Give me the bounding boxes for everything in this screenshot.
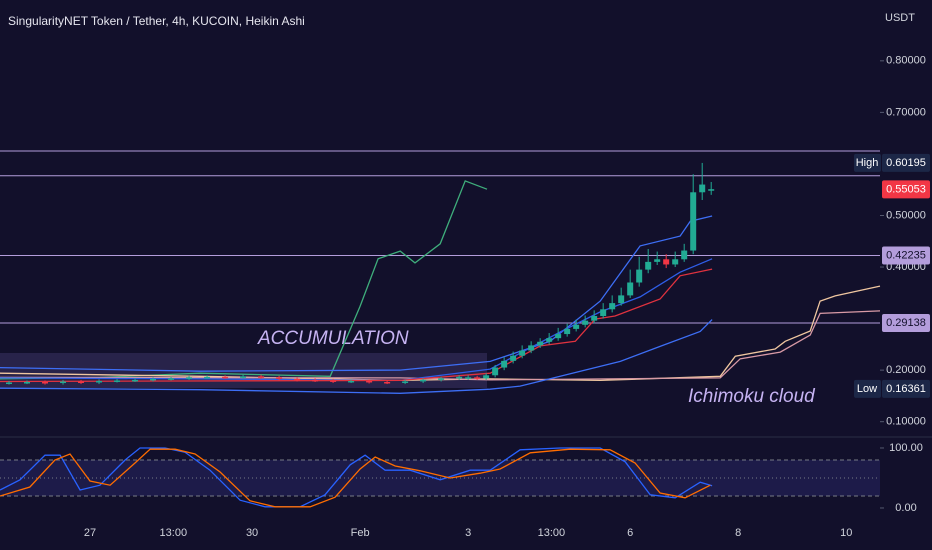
price-marker-label: 0.16361 [886,383,926,395]
candle-body [276,377,283,379]
candle-body [609,303,616,310]
candle-body [690,192,697,251]
candle-body [456,376,463,379]
candle-body [96,380,103,383]
candle-body [384,381,391,384]
x-tick-label: 30 [246,527,258,539]
candle-body [258,376,265,378]
chart-title: SingularityNET Token / Tether, 4h, KUCOI… [8,14,305,28]
indicator-line [0,268,713,383]
candle-body [555,334,562,339]
candle-body [501,360,508,368]
y-tick-label: 100.00 [889,442,923,454]
candle-body [402,381,409,383]
candle-body [681,250,688,260]
candle-body [663,259,670,265]
candle-body [528,345,535,351]
candle-body [204,376,211,379]
price-marker-label: 0.42235 [886,249,926,261]
y-tick-label: 0.20000 [886,364,926,376]
candle-body [465,377,472,379]
indicator-line [0,215,713,372]
candle-body [546,338,553,342]
y-tick-label: 0.70000 [886,106,926,118]
candle-body [672,259,679,265]
candle-body [150,378,157,381]
x-tick-label: Feb [351,527,370,539]
x-tick-label: 8 [735,527,741,539]
price-marker [882,314,930,333]
candle-body [708,189,715,191]
candle-body [582,320,589,325]
candle-body [42,381,49,384]
y-tick-label: 0.80000 [886,55,926,67]
price-marker-tag [854,153,881,172]
price-marker-name: Low [857,383,877,395]
candle-body [168,378,175,380]
price-marker [882,153,930,172]
candle-body [645,261,652,270]
axis-unit: USDT [885,12,915,24]
indicator-line [0,258,713,382]
y-tick-label: 0.10000 [886,416,926,428]
candle-body [483,375,490,379]
candle-body [519,350,526,356]
indicator-line [0,180,488,380]
candle-body [573,324,580,329]
candle-body [6,382,13,385]
x-tick-label: 27 [84,527,96,539]
candle-body [618,295,625,304]
candle-body [492,367,499,376]
indicator-line [0,319,713,394]
candle-body [348,380,355,383]
candle-body [564,328,571,335]
candle-body [636,269,643,283]
candle-body [510,355,517,361]
candle-body [627,282,634,296]
x-tick-label: 6 [627,527,633,539]
candle-body [420,379,427,382]
candle-body [537,341,544,346]
annotation: ACCUMULATION [257,328,409,349]
x-tick-label: 13:00 [160,527,188,539]
x-tick-label: 10 [840,527,852,539]
x-tick-label: 3 [465,527,471,539]
candle-body [366,380,373,383]
price-marker-label: 0.60195 [886,157,926,169]
candle-body [114,380,121,382]
candle-body [78,381,85,383]
price-marker-tag [854,379,881,398]
price-marker [882,180,930,199]
candle-body [60,381,67,384]
indicator-line [0,448,711,508]
candle-body [654,259,661,262]
price-marker [882,379,930,398]
price-marker-name: High [856,157,879,169]
price-marker [882,246,930,265]
candle-body [240,376,247,378]
price-marker-label: 0.55053 [886,183,926,195]
candle-body [312,379,319,382]
candle-body [600,309,607,317]
candle-body [330,380,337,382]
candle-body [699,184,706,193]
candle-body [132,379,139,382]
candle-body [186,377,193,379]
x-tick-label: 13:00 [538,527,566,539]
annotation: Ichimoku cloud [688,386,816,407]
candle-body [591,316,598,321]
candle-body [24,381,31,384]
candle-body [294,378,301,381]
y-tick-label: 0.50000 [886,209,926,221]
candle-body [222,376,229,379]
candle-body [438,378,445,380]
candle-body [474,377,481,379]
y-tick-label: 0.00 [895,502,916,514]
price-marker-label: 0.29138 [886,317,926,329]
